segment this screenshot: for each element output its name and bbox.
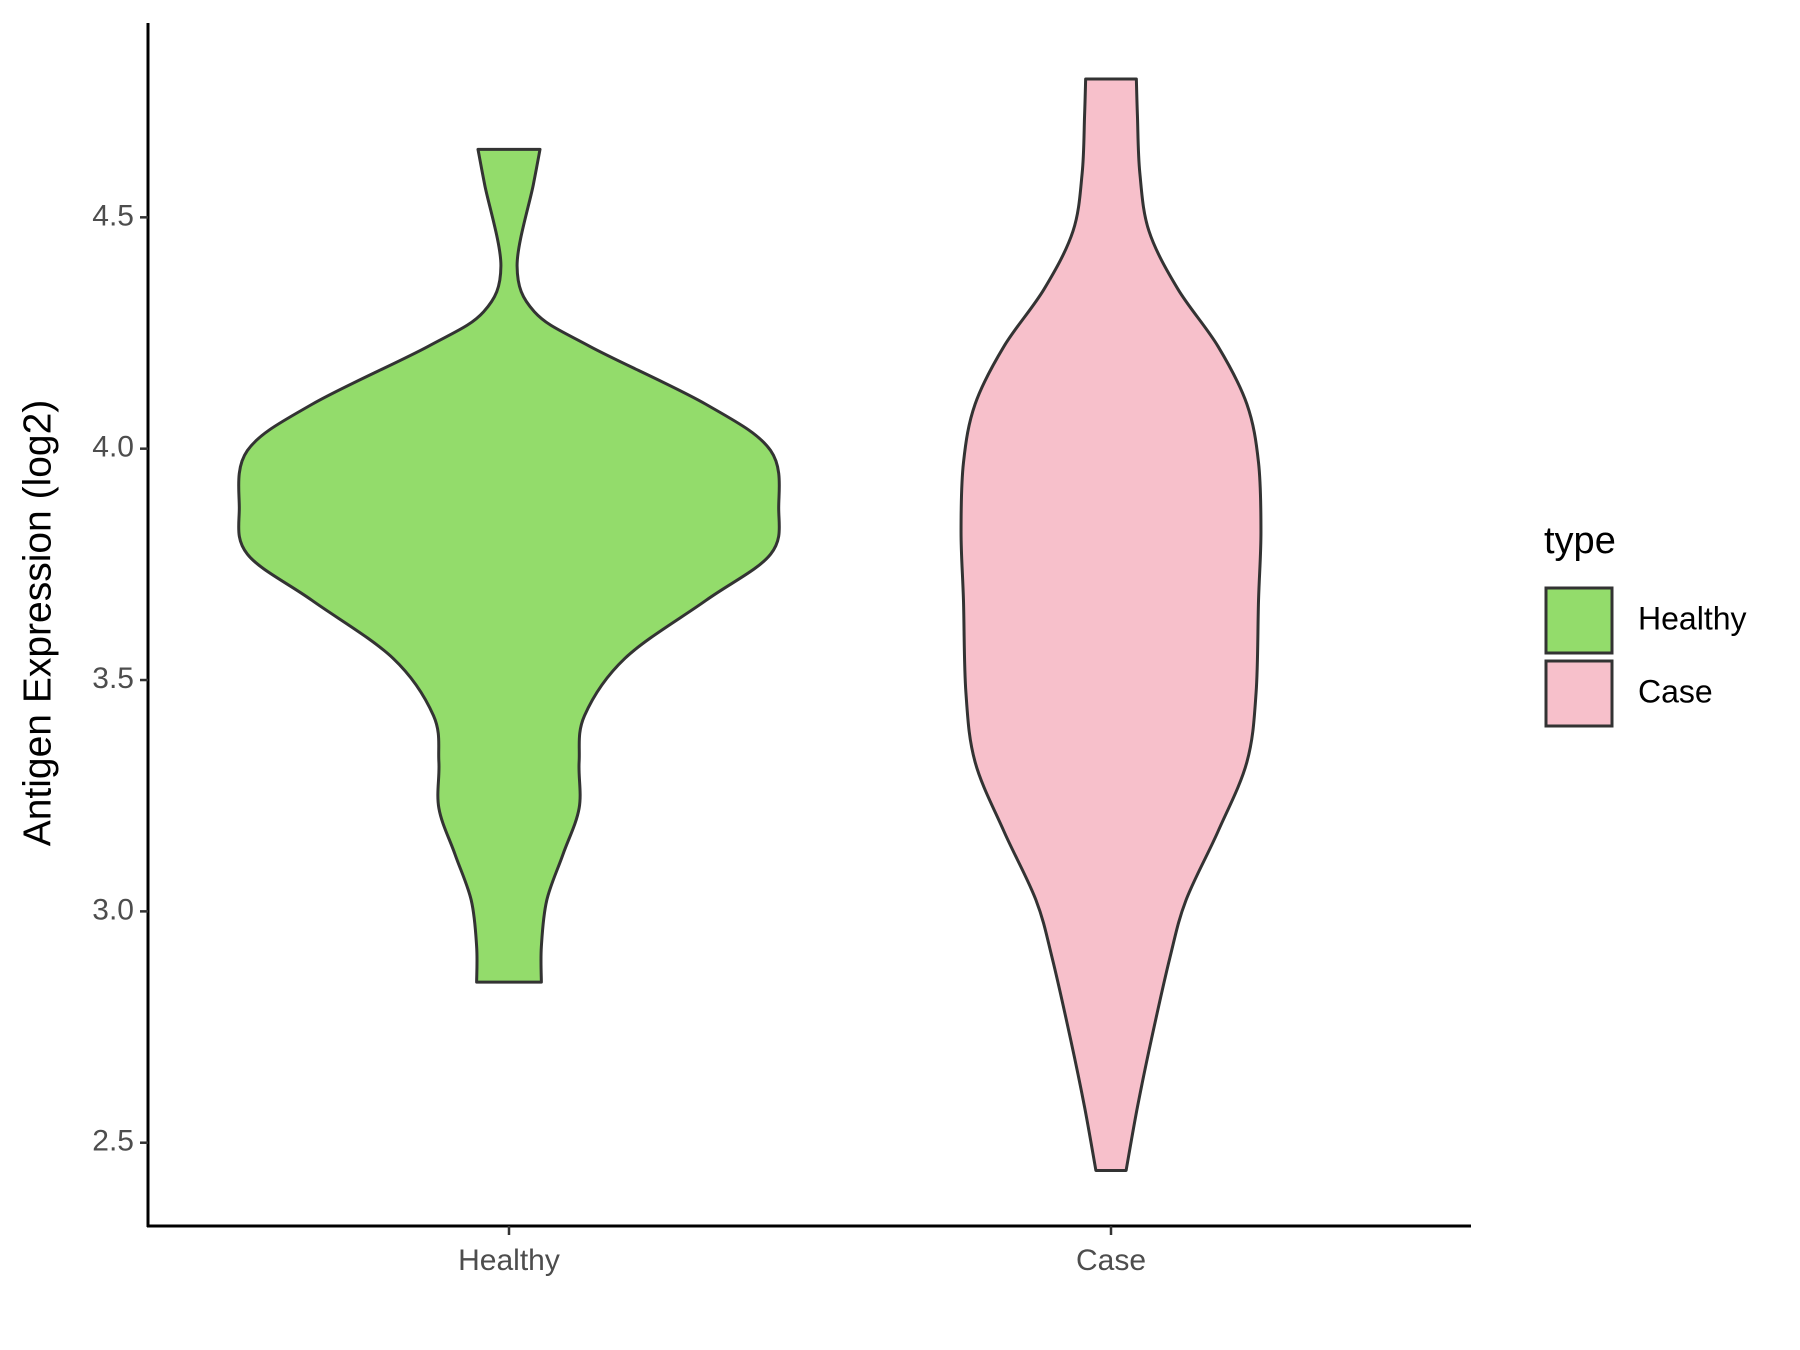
violin-outline bbox=[237, 147, 781, 984]
y-axis-label: Antigen Expression (log2) bbox=[16, 400, 59, 847]
y-tick-label: 3.0 bbox=[92, 893, 134, 926]
x-tick-label: Healthy bbox=[458, 1244, 560, 1277]
y-tick-label: 4.5 bbox=[92, 199, 134, 232]
violin bbox=[237, 147, 781, 984]
y-tick-label: 2.5 bbox=[92, 1125, 134, 1158]
y-tick-label: 3.5 bbox=[92, 662, 134, 695]
violin-right-half bbox=[508, 148, 780, 983]
legend-swatch bbox=[1544, 586, 1614, 655]
x-tick-label: Case bbox=[1076, 1244, 1146, 1277]
legend-swatch bbox=[1544, 659, 1614, 728]
y-tick-label: 4.0 bbox=[92, 431, 134, 464]
legend-title: type bbox=[1544, 520, 1616, 562]
violin bbox=[959, 77, 1263, 1172]
violin-left-half bbox=[238, 148, 510, 983]
violin-left-half bbox=[960, 78, 1112, 1171]
violin-right-half bbox=[1110, 78, 1262, 1171]
violin-outline bbox=[959, 77, 1263, 1172]
legend-label: Case bbox=[1638, 673, 1713, 709]
legend-label: Healthy bbox=[1638, 600, 1747, 636]
